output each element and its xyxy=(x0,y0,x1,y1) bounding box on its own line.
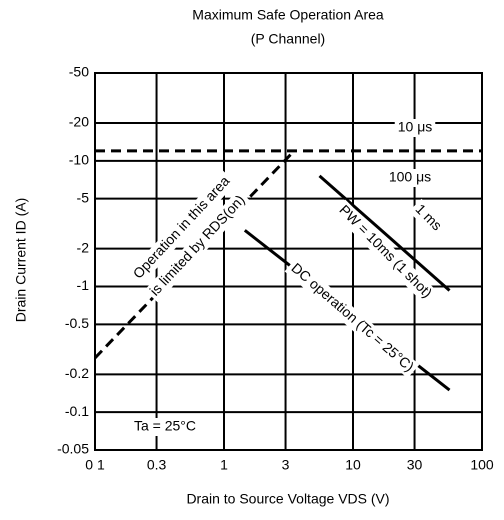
x-axis-label: Drain to Source Voltage VDS (V) xyxy=(186,491,389,507)
x-tick-label: 10 xyxy=(345,457,361,473)
annotation-bg xyxy=(127,170,237,286)
y-tick-label: -0.2 xyxy=(65,365,89,381)
chart-title: Maximum Safe Operation Area xyxy=(192,7,384,23)
x-tick-label: 3 xyxy=(282,457,290,473)
x-tick-label: 100 xyxy=(470,457,494,473)
annotation: 10 μs xyxy=(394,119,436,137)
y-tick-label: -2 xyxy=(77,239,90,255)
annotation-bg xyxy=(284,257,420,379)
annotation-bg xyxy=(332,199,438,305)
y-tick-label: -0.1 xyxy=(65,403,89,419)
x-tick-label: 0 1 xyxy=(85,457,105,473)
annotation: Ta = 25°C xyxy=(130,418,200,436)
annotation-bg xyxy=(408,198,448,238)
y-axis-label: Drain Current ID (A) xyxy=(13,198,29,322)
y-tick-label: -0.05 xyxy=(57,441,89,457)
annotation-text: Ta = 25°C xyxy=(134,418,196,434)
y-tick-label: -10 xyxy=(69,152,89,168)
annotation-bg xyxy=(144,189,252,303)
y-tick-label: -20 xyxy=(69,114,89,130)
annotation-text: 10 μs xyxy=(398,119,433,135)
series-line xyxy=(318,174,451,292)
x-tick-label: 0.3 xyxy=(147,457,167,473)
annotation-bg xyxy=(385,169,435,187)
y-tick-label: -50 xyxy=(69,64,89,80)
annotation-bg xyxy=(130,418,200,436)
annotation-bg xyxy=(394,119,436,137)
y-tick-label: -1 xyxy=(77,277,90,293)
chart-subtitle: (P Channel) xyxy=(251,31,325,47)
annotation-text: 100 μs xyxy=(389,169,431,185)
x-tick-label: 30 xyxy=(407,457,423,473)
x-tick-label: 1 xyxy=(220,457,228,473)
y-tick-label: -0.5 xyxy=(65,315,89,331)
y-tick-label: -5 xyxy=(77,189,90,205)
annotation: 100 μs xyxy=(385,169,435,187)
